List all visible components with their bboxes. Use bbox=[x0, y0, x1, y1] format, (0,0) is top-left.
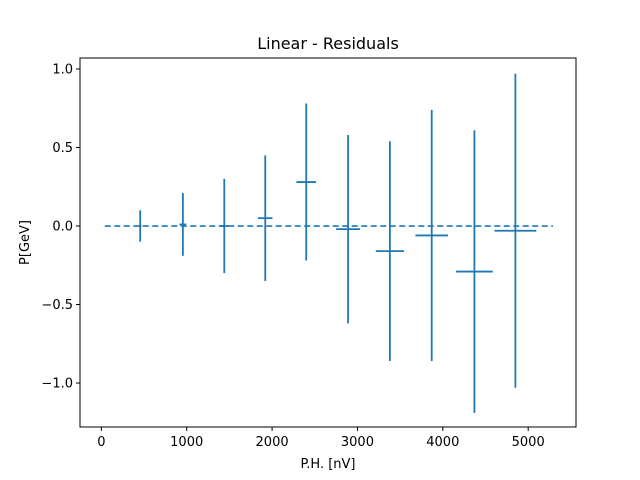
data-point bbox=[296, 103, 317, 261]
data-point bbox=[179, 193, 187, 256]
y-axis: −1.0 −0.5 0.0 0.5 1.0 bbox=[41, 62, 80, 392]
y-tick-label: 1.0 bbox=[52, 62, 73, 77]
x-tick-label: 5000 bbox=[512, 435, 545, 450]
data-point bbox=[494, 73, 537, 388]
x-tick-label: 0 bbox=[97, 435, 105, 450]
x-tick-label: 3000 bbox=[341, 435, 374, 450]
x-axis-label: P.H. [nV] bbox=[300, 457, 355, 472]
data-point bbox=[415, 109, 448, 362]
data-point bbox=[456, 130, 493, 413]
data-point bbox=[138, 210, 142, 242]
y-tick-label: 0.5 bbox=[52, 141, 73, 156]
plot-marks bbox=[104, 73, 553, 413]
x-tick-label: 4000 bbox=[426, 435, 459, 450]
y-axis-label: P[GeV] bbox=[18, 220, 33, 265]
y-tick-label: 0.0 bbox=[52, 220, 73, 235]
data-point bbox=[375, 141, 404, 362]
data-point bbox=[257, 155, 273, 281]
data-point bbox=[336, 134, 361, 324]
y-tick-label: −1.0 bbox=[41, 377, 73, 392]
data-point bbox=[220, 178, 229, 274]
x-tick-label: 2000 bbox=[256, 435, 289, 450]
y-tick-label: −0.5 bbox=[41, 298, 73, 313]
chart-title: Linear - Residuals bbox=[257, 34, 399, 53]
x-tick-label: 1000 bbox=[170, 435, 203, 450]
plot-frame bbox=[79, 57, 577, 428]
x-axis: 0 1000 2000 3000 4000 5000 bbox=[97, 427, 545, 450]
